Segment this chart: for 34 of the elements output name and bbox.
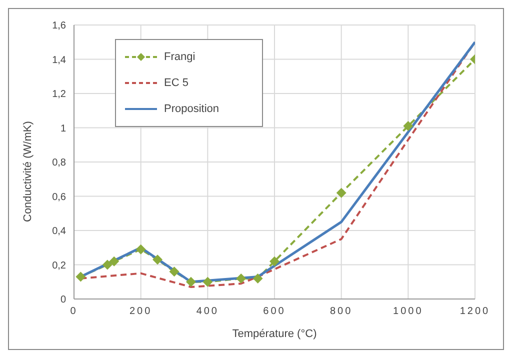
x-tick-label: 1000 [393,306,424,318]
legend-label: Proposition [164,103,220,115]
x-tick-label: 800 [330,306,353,318]
point [152,254,163,265]
point [109,256,120,266]
y-tick-label: 0,2 [52,260,66,272]
y-tick-label: 0,4 [52,226,66,238]
point [136,244,146,254]
x-tick-label: 200 [129,306,152,318]
x-axis-title: Température (°C) [232,328,317,340]
y-tick-label: 0,6 [52,192,66,203]
y-tick-label: 1,6 [52,20,66,32]
legend-label: Frangi [164,51,196,63]
x-tick-label: 400 [196,306,220,318]
point [270,256,280,266]
y-tick-label: 1,2 [52,89,66,100]
point [403,121,414,132]
point [102,260,112,270]
legend-label: EC 5 [164,77,188,89]
point [76,272,86,282]
y-tick-label: 0 [60,294,66,306]
point [186,276,196,287]
point [252,273,263,284]
point [169,266,180,277]
y-axis-title: Conductivité (W/mK) [22,121,34,222]
y-tick-label: 1 [60,123,66,134]
y-tick-label: 0,8 [52,158,66,169]
point [236,273,246,284]
x-tick-label: 600 [263,306,286,318]
point [202,276,213,287]
x-tick-label: 1200 [460,306,490,318]
y-tick-label: 1,4 [52,54,66,66]
x-tick-label: 0 [70,306,78,318]
point [336,188,346,198]
